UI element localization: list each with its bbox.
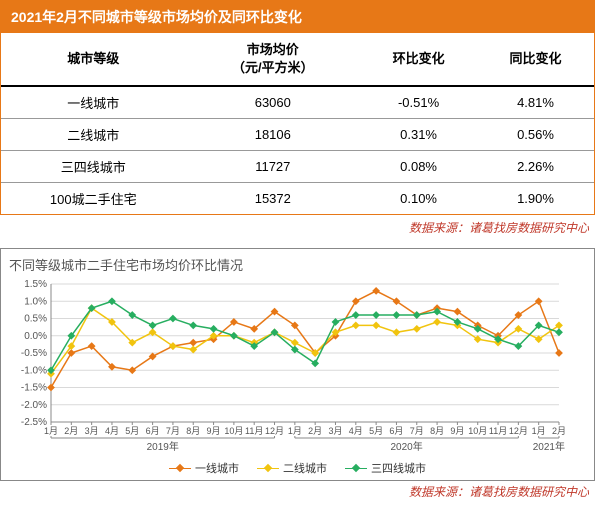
svg-text:6月: 6月 (146, 426, 160, 436)
svg-text:8月: 8月 (430, 426, 444, 436)
svg-text:1月: 1月 (532, 426, 546, 436)
svg-text:2020年: 2020年 (390, 440, 422, 453)
price-table: 城市等级市场均价（元/平方米）环比变化同比变化 一线城市63060-0.51%4… (1, 33, 594, 214)
svg-text:11月: 11月 (245, 426, 263, 436)
chart-source: 数据来源：诸葛找房数据研究中心 (0, 481, 595, 508)
legend-label: 一线城市 (195, 460, 239, 476)
svg-text:0.5%: 0.5% (24, 314, 47, 325)
legend-item: 三四线城市 (345, 460, 426, 476)
svg-text:2月: 2月 (308, 426, 322, 436)
table-source: 数据来源：诸葛找房数据研究中心 (0, 217, 595, 244)
svg-text:9月: 9月 (207, 426, 221, 436)
table-row: 一线城市63060-0.51%4.81% (1, 86, 594, 119)
table-cell: 0.10% (360, 183, 477, 215)
table-cell: 0.56% (477, 119, 594, 151)
table-header: 环比变化 (360, 33, 477, 86)
legend-label: 二线城市 (283, 460, 327, 476)
svg-text:6月: 6月 (389, 426, 403, 436)
chart-container: 不同等级城市二手住宅市场均价环比情况 -2.5%-2.0%-1.5%-1.0%-… (0, 248, 595, 481)
table-header: 城市等级 (1, 33, 186, 86)
svg-text:12月: 12月 (265, 426, 284, 436)
table-cell: 4.81% (477, 86, 594, 119)
table-cell: 100城二手住宅 (1, 183, 186, 215)
svg-text:9月: 9月 (450, 426, 464, 436)
table-title: 2021年2月不同城市等级市场均价及同环比变化 (1, 1, 594, 33)
table-cell: 三四线城市 (1, 151, 186, 183)
svg-text:-2.0%: -2.0% (21, 400, 47, 411)
svg-text:-1.0%: -1.0% (21, 366, 47, 377)
svg-text:2019年: 2019年 (147, 440, 179, 453)
svg-text:1.0%: 1.0% (24, 297, 47, 308)
chart-legend: 一线城市 二线城市 三四线城市 (9, 458, 586, 478)
svg-text:7月: 7月 (166, 426, 180, 436)
svg-text:1月: 1月 (288, 426, 302, 436)
table-cell: 0.08% (360, 151, 477, 183)
line-chart: -2.5%-2.0%-1.5%-1.0%-0.5%0.0%0.5%1.0%1.5… (9, 278, 569, 458)
svg-text:2月: 2月 (552, 426, 566, 436)
svg-text:-1.5%: -1.5% (21, 383, 47, 394)
table-cell: 一线城市 (1, 86, 186, 119)
svg-text:-0.5%: -0.5% (21, 348, 47, 359)
svg-text:12月: 12月 (509, 426, 528, 436)
svg-text:5月: 5月 (369, 426, 383, 436)
table-row: 二线城市181060.31%0.56% (1, 119, 594, 151)
table-row: 三四线城市117270.08%2.26% (1, 151, 594, 183)
table-cell: 15372 (186, 183, 361, 215)
svg-text:5月: 5月 (125, 426, 139, 436)
svg-text:7月: 7月 (410, 426, 424, 436)
chart-title: 不同等级城市二手住宅市场均价环比情况 (9, 253, 586, 278)
table-header: 同比变化 (477, 33, 594, 86)
table-cell: 2.26% (477, 151, 594, 183)
svg-text:3月: 3月 (85, 426, 99, 436)
svg-text:4月: 4月 (349, 426, 363, 436)
table-cell: 63060 (186, 86, 361, 119)
svg-text:0.0%: 0.0% (24, 331, 47, 342)
svg-text:8月: 8月 (186, 426, 200, 436)
table-cell: -0.51% (360, 86, 477, 119)
table-cell: 1.90% (477, 183, 594, 215)
legend-label: 三四线城市 (371, 460, 426, 476)
table-header: 市场均价（元/平方米） (186, 33, 361, 86)
table-row: 100城二手住宅153720.10%1.90% (1, 183, 594, 215)
svg-text:10月: 10月 (468, 426, 487, 436)
svg-text:10月: 10月 (224, 426, 243, 436)
legend-item: 一线城市 (169, 460, 239, 476)
table-cell: 18106 (186, 119, 361, 151)
svg-text:1月: 1月 (44, 426, 58, 436)
svg-text:1.5%: 1.5% (24, 279, 47, 290)
legend-item: 二线城市 (257, 460, 327, 476)
svg-text:4月: 4月 (105, 426, 119, 436)
svg-text:2021年: 2021年 (533, 440, 565, 453)
table-cell: 二线城市 (1, 119, 186, 151)
svg-text:3月: 3月 (328, 426, 342, 436)
price-table-container: 2021年2月不同城市等级市场均价及同环比变化 城市等级市场均价（元/平方米）环… (0, 0, 595, 215)
svg-text:2月: 2月 (64, 426, 78, 436)
table-cell: 0.31% (360, 119, 477, 151)
table-cell: 11727 (186, 151, 361, 183)
svg-text:11月: 11月 (489, 426, 507, 436)
